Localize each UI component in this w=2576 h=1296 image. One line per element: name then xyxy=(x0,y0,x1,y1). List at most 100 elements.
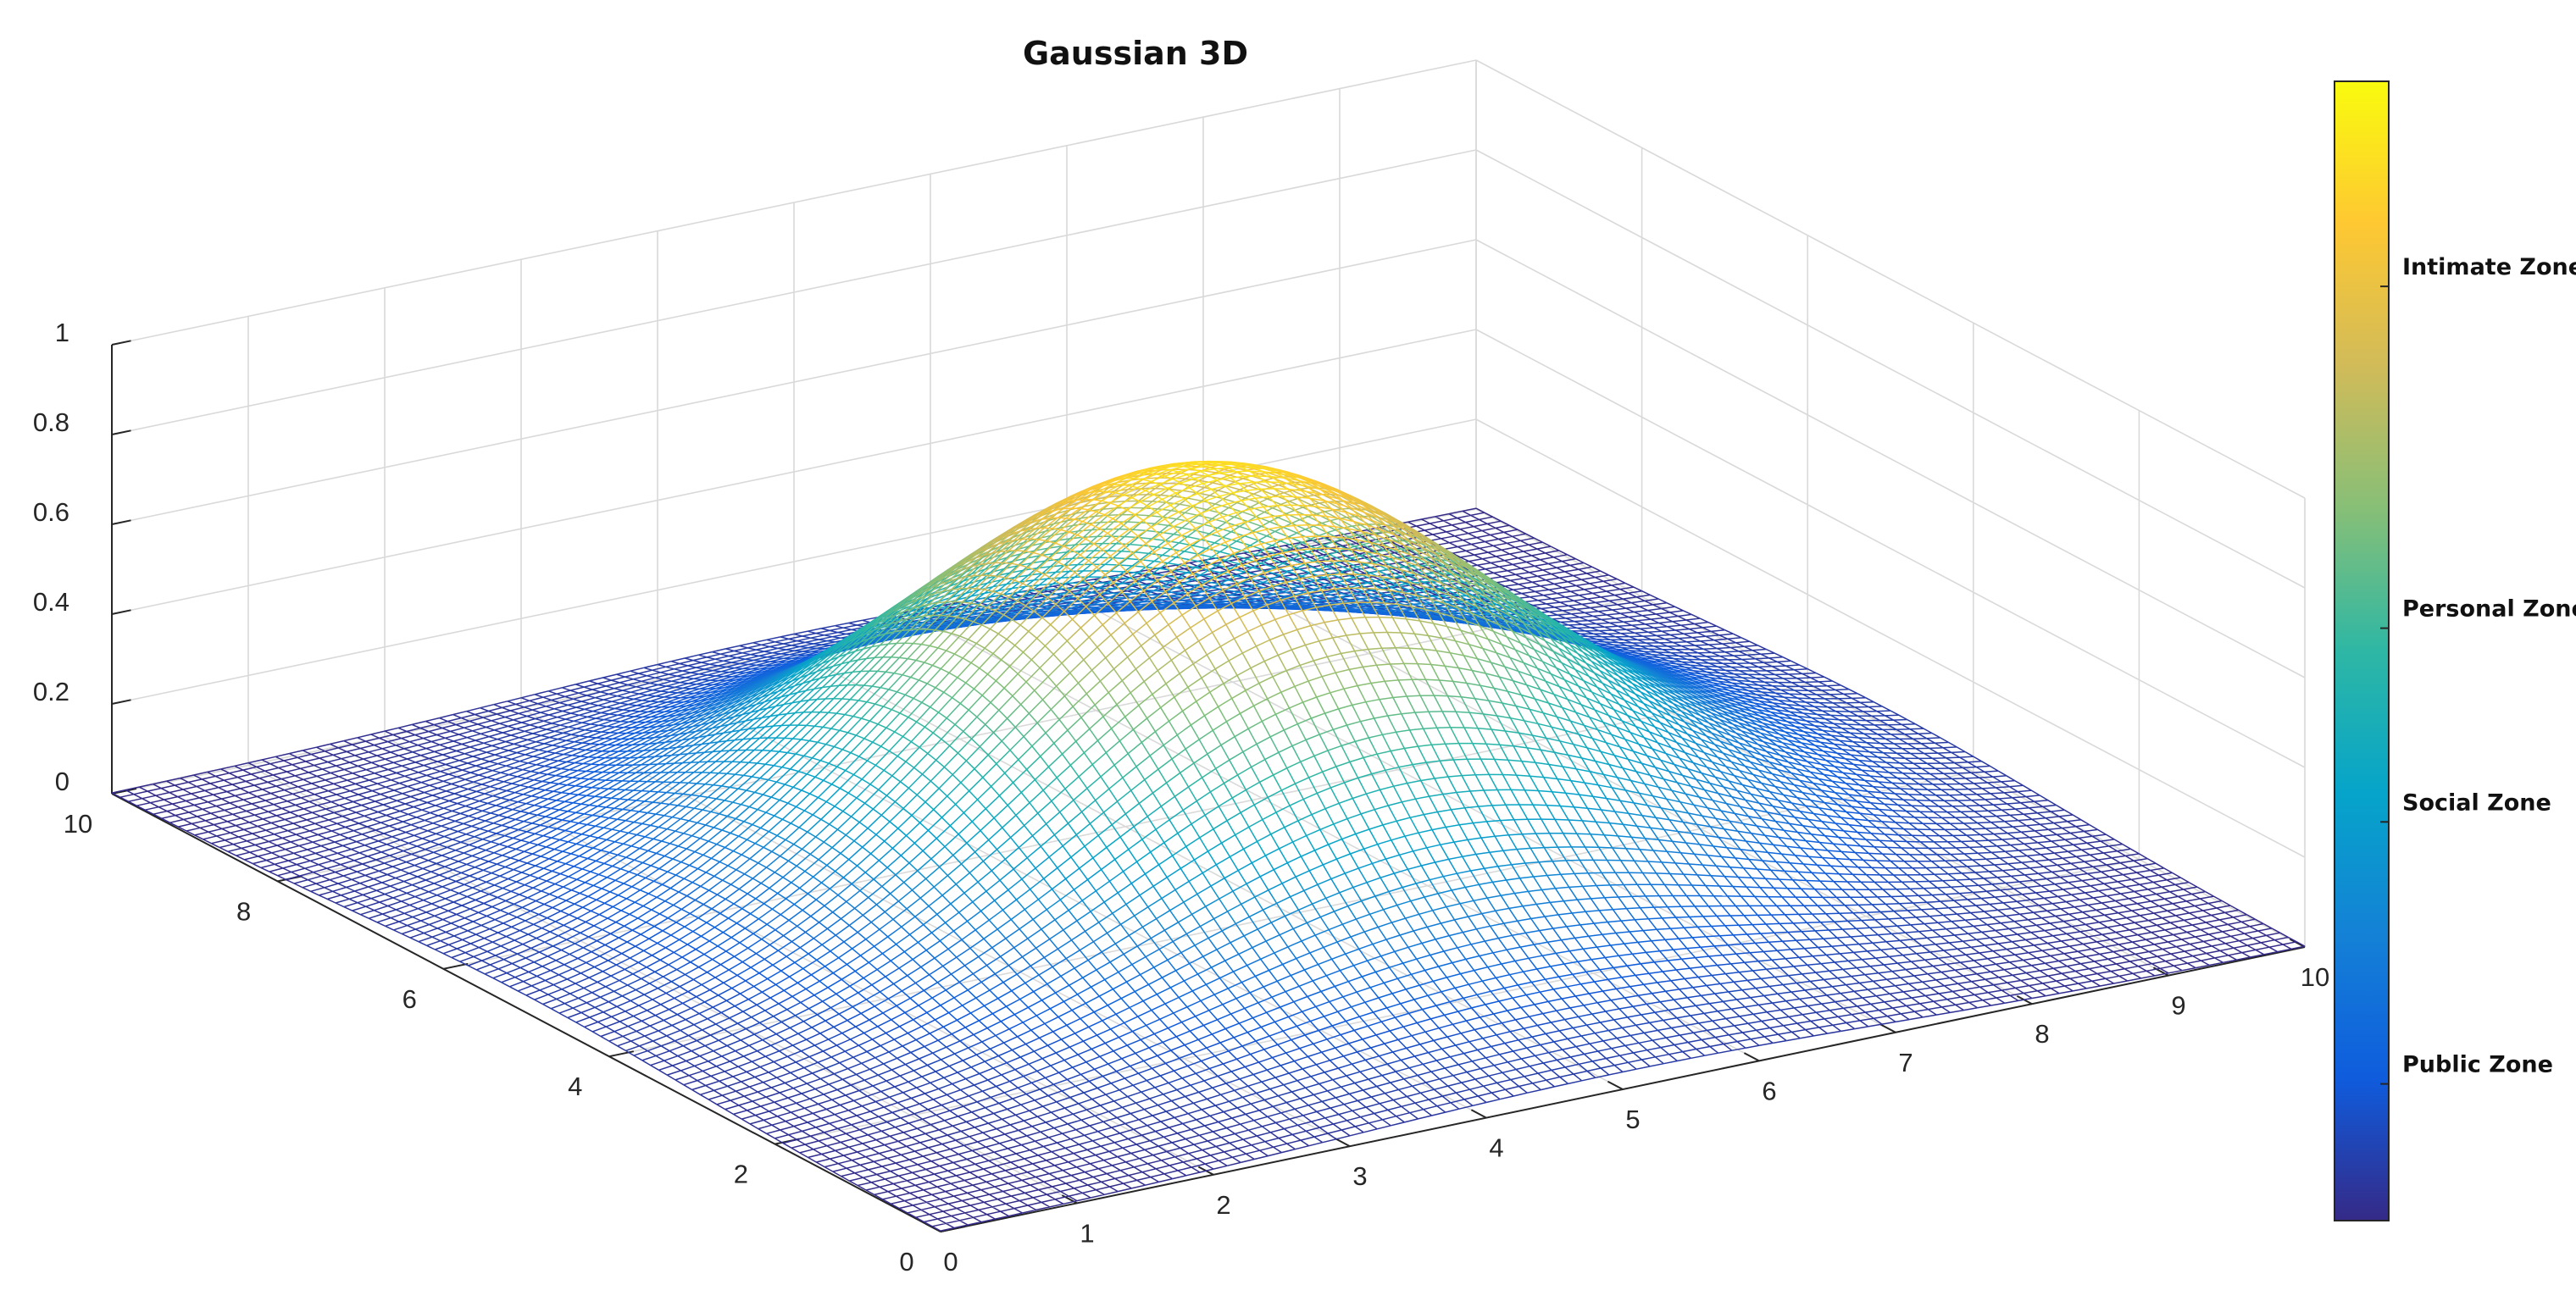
surface-mesh-line xyxy=(1744,646,1752,651)
surface-mesh-line xyxy=(1752,651,1761,655)
surface-mesh-line xyxy=(1736,641,1750,643)
surface-mesh-line xyxy=(1724,630,1733,634)
surface-mesh-line xyxy=(1772,666,1785,667)
surface-mesh-line xyxy=(1785,666,1794,670)
surface-mesh-line xyxy=(1289,533,1297,537)
surface-mesh-line xyxy=(1927,738,1940,739)
surface-mesh-line xyxy=(1830,694,1844,695)
surface-mesh-line xyxy=(1712,652,1725,653)
surface-mesh-line xyxy=(2024,813,2037,815)
surface-mesh-line xyxy=(1868,707,1877,712)
surface-mesh-line xyxy=(1186,597,1200,599)
x-tick-label: 2 xyxy=(1216,1190,1230,1220)
surface-mesh-line xyxy=(532,706,546,710)
surface-mesh-line xyxy=(1971,772,1985,773)
surface-mesh-line xyxy=(1549,611,1563,612)
surface-mesh-line xyxy=(2037,813,2046,818)
x-tick-label: 5 xyxy=(1625,1105,1640,1134)
surface-mesh-line xyxy=(789,636,802,639)
surface-mesh-line xyxy=(1924,728,1932,733)
surface-mesh-line xyxy=(652,686,666,690)
surface-mesh-line xyxy=(764,648,778,651)
surface-mesh-line xyxy=(2007,776,2015,781)
surface-mesh-line xyxy=(2004,792,2018,793)
surface-mesh-line xyxy=(562,684,575,688)
surface-mesh-line xyxy=(1949,742,1957,747)
surface-mesh-line xyxy=(1877,711,1890,712)
chart-title: Gaussian 3D xyxy=(1023,35,1248,72)
surface-mesh-line xyxy=(1993,804,2007,805)
surface-mesh-line xyxy=(1163,549,1171,555)
surface-mesh-line xyxy=(563,712,571,714)
surface-mesh-line xyxy=(1130,545,1143,546)
surface-mesh-line xyxy=(693,657,707,661)
surface-mesh-line xyxy=(1668,625,1681,627)
surface-mesh-line xyxy=(1652,639,1665,640)
surface-mesh-line xyxy=(617,692,630,696)
surface-mesh-line xyxy=(1681,645,1695,646)
surface-mesh-line xyxy=(1571,612,1585,613)
surface-mesh-line xyxy=(1761,653,1774,654)
surface-mesh-line xyxy=(2043,806,2057,807)
surface-mesh-line xyxy=(702,659,715,662)
surface-mesh-line xyxy=(1818,681,1832,682)
surface-mesh-line xyxy=(2037,811,2051,813)
surface-mesh-line xyxy=(1717,626,1725,630)
surface-mesh-line xyxy=(614,705,628,709)
surface-mesh-line xyxy=(575,684,584,687)
surface-mesh-line xyxy=(1220,546,1229,551)
surface-mesh-line xyxy=(1993,777,2001,782)
surface-mesh-line xyxy=(1974,784,1982,789)
surface-mesh-line xyxy=(1877,712,1885,716)
surface-mesh-line xyxy=(612,698,625,702)
surface-mesh-line xyxy=(1717,648,1730,649)
surface-mesh-line xyxy=(2076,825,2090,827)
surface-mesh-line xyxy=(2018,790,2031,792)
surface-mesh-line xyxy=(742,650,756,653)
surface-mesh-line xyxy=(629,701,642,705)
surface-mesh-line xyxy=(1664,618,1673,621)
surface-mesh-line xyxy=(1940,763,1949,768)
surface-mesh-line xyxy=(1816,673,1824,678)
surface-mesh-line xyxy=(786,646,800,650)
surface-mesh-line xyxy=(1946,784,1955,789)
surface-mesh-line xyxy=(609,690,623,694)
surface-mesh-line xyxy=(1856,729,1869,730)
surface-mesh-line xyxy=(2024,814,2032,819)
surface-mesh-line xyxy=(1951,752,1960,757)
surface-mesh-line xyxy=(530,697,543,701)
surface-mesh-line xyxy=(1951,752,1965,753)
surface-mesh-line xyxy=(1063,593,1077,594)
surface-mesh-line xyxy=(630,671,639,673)
surface-mesh-line xyxy=(838,629,852,632)
surface-mesh-line xyxy=(1695,623,1708,624)
surface-mesh-line xyxy=(715,656,729,660)
surface-mesh-line xyxy=(805,640,819,642)
surface-mesh-line xyxy=(1860,702,1874,703)
surface-mesh-line xyxy=(1943,748,1951,753)
surface-mesh-line xyxy=(601,689,614,692)
surface-mesh-line xyxy=(1673,622,1681,625)
surface-mesh-line xyxy=(1142,601,1156,602)
surface-mesh-line xyxy=(843,625,857,628)
surface-mesh-line xyxy=(1379,569,1387,571)
surface-mesh-line xyxy=(1949,768,1957,773)
surface-mesh-line xyxy=(1248,522,1262,527)
surface-mesh-line xyxy=(1902,773,1916,774)
surface-mesh-line xyxy=(1960,757,1968,762)
surface-mesh-line xyxy=(1080,544,1089,551)
surface-mesh-line xyxy=(1894,720,1907,721)
surface-mesh-line xyxy=(1988,782,2001,783)
surface-mesh-line xyxy=(1957,800,1971,801)
surface-mesh-line xyxy=(1860,702,1868,706)
surface-mesh-line xyxy=(1700,618,1708,623)
surface-mesh-line xyxy=(698,652,712,656)
surface-mesh-line xyxy=(554,709,563,712)
surface-mesh-line xyxy=(1617,579,1625,584)
surface-mesh-line xyxy=(1520,540,1529,545)
surface-mesh-line xyxy=(1767,670,1780,671)
surface-mesh-line xyxy=(1659,622,1673,623)
surface-mesh-line xyxy=(2007,804,2016,809)
grid-line xyxy=(1476,150,2305,588)
surface-mesh-line xyxy=(1919,784,1928,790)
